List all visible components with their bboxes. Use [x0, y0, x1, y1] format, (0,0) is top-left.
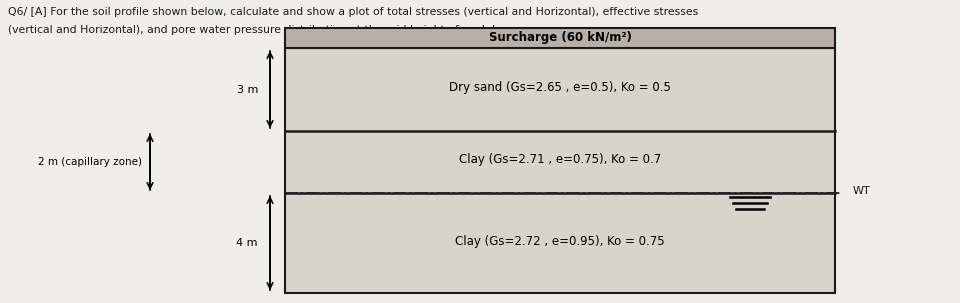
Text: Q6/ [A] For the soil profile shown below, calculate and show a plot of total str: Q6/ [A] For the soil profile shown below…: [8, 7, 698, 17]
Bar: [285, 48, 835, 293]
Text: 2 m (capillary zone): 2 m (capillary zone): [38, 157, 142, 167]
Text: 4 m: 4 m: [236, 238, 258, 248]
Text: WT: WT: [853, 186, 871, 196]
Bar: [285, 28, 835, 48]
Text: Clay (Gs=2.71 , e=0.75), Ko = 0.7: Clay (Gs=2.71 , e=0.75), Ko = 0.7: [459, 154, 661, 167]
Text: (vertical and Horizontal), and pore water pressure distribution at the mid heigh: (vertical and Horizontal), and pore wate…: [8, 25, 523, 35]
Text: 3 m: 3 m: [236, 85, 258, 95]
Text: Clay (Gs=2.72 , e=0.95), Ko = 0.75: Clay (Gs=2.72 , e=0.95), Ko = 0.75: [455, 235, 665, 248]
Text: Dry sand (Gs=2.65 , e=0.5), Ko = 0.5: Dry sand (Gs=2.65 , e=0.5), Ko = 0.5: [449, 81, 671, 94]
Text: Surcharge (60 kN/m²): Surcharge (60 kN/m²): [489, 32, 632, 45]
